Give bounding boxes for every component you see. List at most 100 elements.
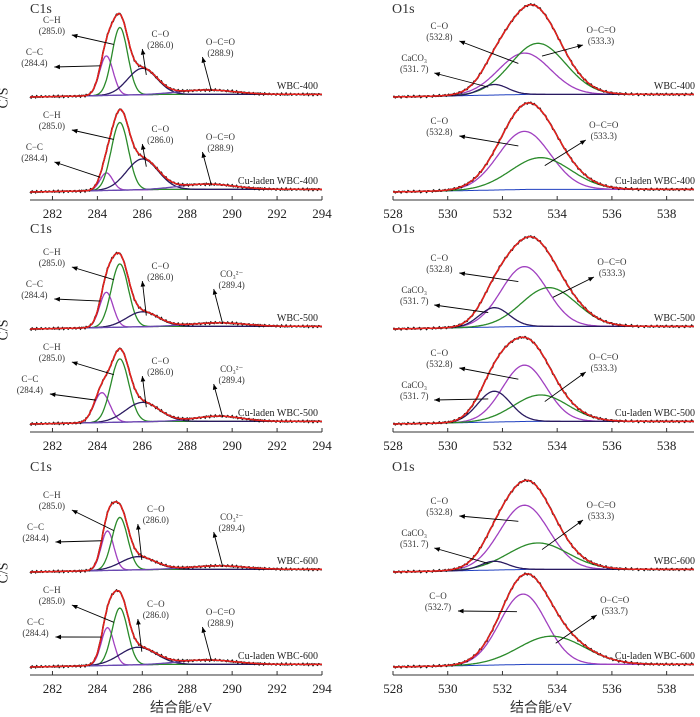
annotation-arrow bbox=[72, 362, 114, 375]
peak-energy-label: (286.0) bbox=[143, 515, 169, 525]
x-tick-label: 532 bbox=[493, 206, 513, 221]
annotation-arrow bbox=[545, 372, 586, 402]
peak-assignment-label: CO₃²⁻ bbox=[220, 512, 243, 522]
peak-energy-label: (531. 7) bbox=[400, 64, 429, 74]
peak-assignment-label: C−H bbox=[43, 110, 61, 120]
component-peak-c-o_o1s bbox=[393, 267, 694, 329]
peak-assignment-label: O−C=O bbox=[597, 257, 627, 267]
peak-energy-label: (285.0) bbox=[39, 121, 65, 131]
arrow-head-icon bbox=[72, 361, 78, 365]
x-axis-label: 结合能/eV bbox=[150, 697, 212, 717]
component-peak-o-c=o_o1s bbox=[393, 543, 694, 572]
peak-energy-label: (285.0) bbox=[39, 258, 65, 268]
sample-label: WBC-400 bbox=[277, 81, 318, 92]
arrow-head-icon bbox=[580, 372, 586, 377]
peak-assignment-label: O−C=O bbox=[206, 607, 236, 617]
arrow-head-icon bbox=[72, 34, 78, 39]
peak-assignment-label: C−O bbox=[147, 504, 165, 514]
y-axis-label: C/S bbox=[0, 562, 13, 583]
panel-title: O1s bbox=[392, 2, 415, 17]
peak-assignment-label: C−O bbox=[152, 124, 170, 134]
peak-energy-label: (532.8) bbox=[426, 32, 452, 42]
peak-assignment-label: O−C=O bbox=[586, 25, 616, 35]
peak-energy-label: (532.8) bbox=[426, 507, 452, 517]
peak-energy-label: (285.0) bbox=[39, 353, 65, 363]
x-tick-label: 284 bbox=[88, 206, 108, 221]
x-tick-label: 284 bbox=[88, 438, 108, 453]
peak-assignment-label: C−O bbox=[429, 591, 447, 601]
x-axis-label: 结合能/eV bbox=[510, 697, 572, 717]
peak-assignment-label: C−H bbox=[43, 15, 61, 25]
x-tick-label: 290 bbox=[222, 206, 242, 221]
x-tick-label: 538 bbox=[657, 438, 677, 453]
arrow-head-icon bbox=[72, 129, 78, 134]
arrow-head-icon bbox=[136, 619, 141, 625]
peak-energy-label: (286.0) bbox=[147, 367, 173, 377]
raw-data-line bbox=[393, 4, 694, 98]
x-tick-label: 288 bbox=[177, 206, 197, 221]
peak-energy-label: (286.0) bbox=[143, 610, 169, 620]
arrow-head-icon bbox=[459, 271, 465, 276]
peak-energy-label: (532.7) bbox=[425, 602, 451, 612]
x-tick-label: 294 bbox=[312, 438, 332, 453]
x-tick-label: 292 bbox=[267, 681, 287, 696]
arrow-head-icon bbox=[50, 392, 56, 397]
x-tick-label: 530 bbox=[438, 206, 458, 221]
x-tick-label: 536 bbox=[602, 681, 622, 696]
peak-assignment-label: O−C=O bbox=[206, 132, 236, 142]
arrow-head-icon bbox=[72, 605, 78, 609]
peak-assignment-label: C−H bbox=[43, 247, 61, 257]
x-tick-label: 532 bbox=[493, 681, 513, 696]
peak-assignment-label: C−C bbox=[26, 47, 43, 57]
arrow-head-icon bbox=[434, 303, 440, 308]
annotation-arrow bbox=[72, 130, 114, 139]
y-axis-label: C/S bbox=[0, 87, 13, 108]
annotation-arrow bbox=[54, 162, 100, 177]
y-axis-label: C/S bbox=[0, 319, 13, 340]
peak-energy-label: (531. 7) bbox=[400, 391, 429, 401]
x-tick-label: 282 bbox=[43, 681, 63, 696]
arrow-head-icon bbox=[141, 376, 146, 382]
x-tick-label: 286 bbox=[133, 438, 153, 453]
arrow-head-icon bbox=[54, 162, 60, 166]
annotation-arrow bbox=[50, 394, 96, 400]
annotation-arrow bbox=[54, 66, 100, 67]
annotation-arrow bbox=[458, 611, 517, 612]
x-tick-label: 530 bbox=[438, 438, 458, 453]
panel-title: O1s bbox=[392, 222, 415, 237]
x-tick-label: 294 bbox=[312, 681, 332, 696]
peak-energy-label: (531. 7) bbox=[400, 539, 429, 549]
x-tick-label: 534 bbox=[547, 681, 567, 696]
arrow-head-icon bbox=[459, 135, 465, 140]
peak-energy-label: (285.0) bbox=[39, 26, 65, 36]
annotation-arrow bbox=[459, 368, 518, 379]
peak-assignment-label: C−O bbox=[431, 116, 449, 126]
sample-label: WBC-400 bbox=[654, 81, 695, 92]
peak-energy-label: (289.4) bbox=[219, 280, 245, 290]
peak-assignment-label: CaCO₃ bbox=[401, 528, 427, 538]
peak-assignment-label: O−C=O bbox=[586, 500, 616, 510]
peak-energy-label: (531. 7) bbox=[400, 296, 429, 306]
x-tick-label: 284 bbox=[88, 681, 108, 696]
peak-energy-label: (288.9) bbox=[207, 618, 233, 628]
arrow-head-icon bbox=[141, 49, 146, 55]
raw-data-line bbox=[393, 480, 694, 573]
panel-title: C1s bbox=[30, 222, 52, 237]
peak-assignment-label: C−O bbox=[152, 29, 170, 39]
arrow-head-icon bbox=[434, 547, 440, 551]
peak-assignment-label: C−O bbox=[431, 253, 449, 263]
arrow-head-icon bbox=[54, 65, 60, 70]
peak-assignment-label: C−C bbox=[27, 617, 44, 627]
peak-energy-label: (285.0) bbox=[39, 596, 65, 606]
peak-assignment-label: C−H bbox=[43, 342, 61, 352]
sample-label: Cu-laden WBC-600 bbox=[615, 651, 695, 662]
peak-energy-label: (284.4) bbox=[21, 58, 47, 68]
arrow-head-icon bbox=[141, 144, 146, 150]
peak-energy-label: (533.7) bbox=[602, 606, 628, 616]
peak-assignment-label: C−O bbox=[431, 21, 449, 31]
x-tick-label: 292 bbox=[267, 438, 287, 453]
annotation-arrow bbox=[55, 541, 101, 542]
arrow-head-icon bbox=[55, 635, 61, 640]
